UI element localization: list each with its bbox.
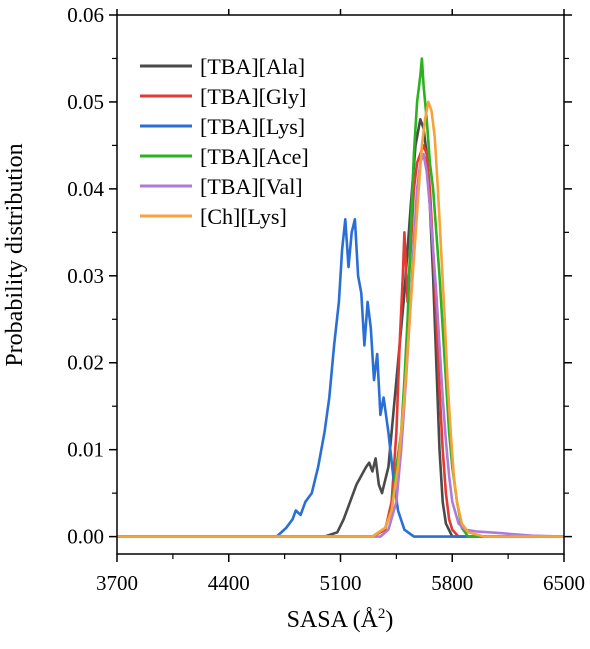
axes	[109, 9, 572, 562]
y-tick-label: 0.00	[67, 525, 104, 549]
x-tick-label: 3700	[96, 571, 138, 595]
legend-label-2: [TBA][Gly]	[200, 84, 306, 109]
series-line-3	[117, 218, 564, 538]
y-tick-label: 0.05	[67, 90, 104, 114]
y-tick-labels: 0.00 0.01 0.02 0.03 0.04 0.05 0.06	[67, 3, 104, 549]
y-tick-label: 0.03	[67, 264, 104, 288]
x-tick-label: 4400	[208, 571, 250, 595]
y-axis-title: Probability distribution	[2, 143, 28, 366]
x-axis-title: SASA (Å2)	[287, 606, 394, 633]
x-tick-label: 5100	[320, 571, 362, 595]
legend-label-3: [TBA][Lys]	[200, 114, 305, 139]
x-tick-label: 6500	[543, 571, 585, 595]
series-group	[117, 57, 565, 538]
series-line-1	[117, 118, 564, 538]
y-tick-label: 0.06	[67, 3, 104, 27]
x-tick-labels: 3700 4400 5100 5800 6500	[96, 571, 585, 595]
legend-label-5: [TBA][Val]	[200, 174, 303, 199]
y-tick-label: 0.01	[67, 438, 104, 462]
x-tick-label: 5800	[431, 571, 473, 595]
legend-label-4: [TBA][Ace]	[200, 144, 309, 169]
y-tick-label: 0.04	[67, 177, 104, 201]
series-line-6	[117, 100, 564, 538]
legend: [TBA][Ala] [TBA][Gly] [TBA][Lys] [TBA][Ace]…	[140, 54, 309, 229]
legend-label-1: [TBA][Ala]	[200, 54, 305, 79]
legend-label-6: [Ch][Lys]	[200, 204, 287, 229]
y-tick-label: 0.02	[67, 351, 104, 375]
